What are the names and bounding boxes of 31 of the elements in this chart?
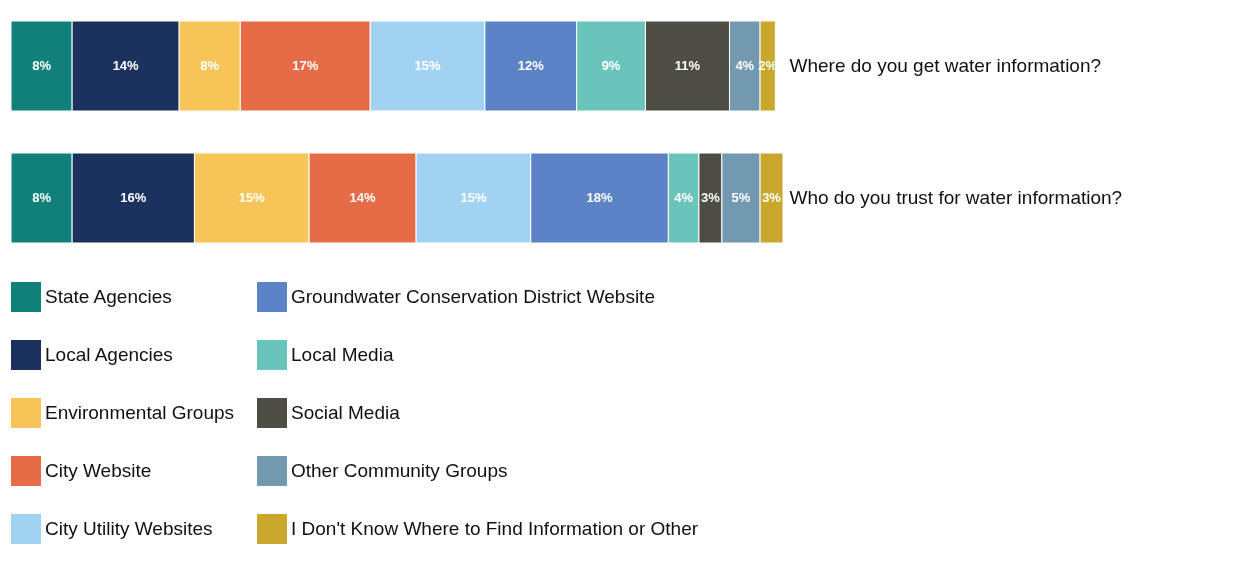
legend-label: City Utility Websites: [45, 518, 213, 539]
legend-label: Social Media: [291, 402, 401, 423]
y-tick-label: Who do you trust for water information?: [789, 187, 1123, 208]
data-label: 8%: [32, 58, 52, 73]
y-tick-label: Where do you get water information?: [789, 55, 1102, 76]
legend-label: City Website: [45, 460, 152, 481]
data-label: 14%: [349, 190, 377, 205]
data-label: 3%: [700, 190, 721, 205]
data-label: 8%: [32, 190, 52, 205]
data-label: 4%: [735, 58, 755, 73]
legend-label: Local Media: [291, 344, 394, 365]
data-label: 12%: [517, 58, 545, 73]
data-label: 16%: [120, 190, 147, 205]
data-label: 15%: [414, 58, 442, 73]
data-label: 17%: [292, 58, 319, 73]
legend-label: State Agencies: [45, 286, 172, 307]
data-label: 5%: [731, 190, 751, 205]
data-label: 15%: [238, 190, 266, 205]
data-label: 8%: [200, 58, 220, 73]
data-label: 11%: [674, 58, 701, 73]
data-label: 4%: [674, 190, 694, 205]
data-label: 15%: [460, 190, 487, 205]
legend-label: Environmental Groups: [45, 402, 235, 423]
legend-label: Local Agencies: [45, 344, 173, 365]
legend-label: Other Community Groups: [291, 460, 508, 481]
data-label: 14%: [112, 58, 140, 73]
data-label: 9%: [601, 58, 621, 73]
legend-label: I Don't Know Where to Find Information or Other: [291, 518, 699, 539]
data-label: 18%: [586, 190, 613, 205]
legend-label: Groundwater Conservation District Website: [291, 286, 655, 307]
data-label: 3%: [762, 190, 782, 205]
